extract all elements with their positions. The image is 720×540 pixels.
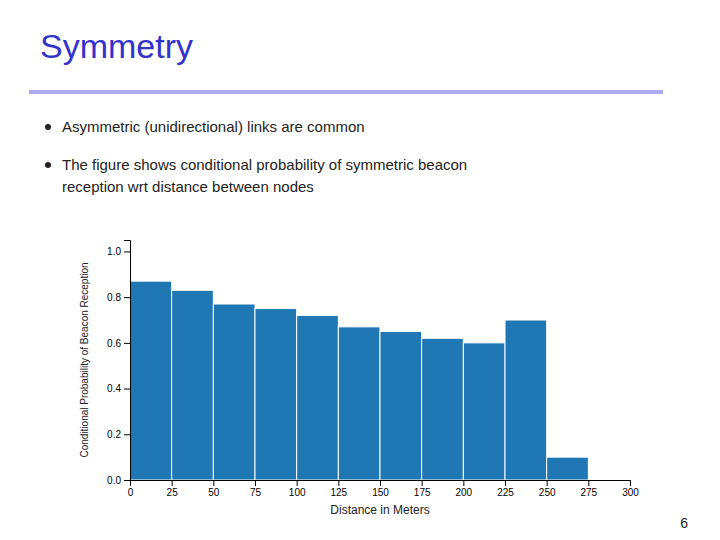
tick-label: 225 bbox=[497, 487, 514, 498]
tick-mark bbox=[547, 480, 548, 486]
tick-mark bbox=[124, 251, 130, 252]
tick-mark bbox=[297, 480, 298, 486]
tick-label: 75 bbox=[250, 487, 262, 498]
tick: 1.0 bbox=[107, 246, 130, 257]
tick: 150 bbox=[372, 480, 389, 498]
tick-label: 275 bbox=[580, 487, 597, 498]
bullet bbox=[45, 124, 51, 130]
annotation: reception wrt distance between nodes bbox=[62, 178, 314, 195]
tick-mark bbox=[213, 480, 214, 486]
annotation: The figure shows conditional probability… bbox=[62, 156, 467, 173]
tick-mark bbox=[255, 480, 256, 486]
tick-mark bbox=[630, 480, 631, 486]
title: Symmetry bbox=[40, 27, 193, 65]
tick: 25 bbox=[167, 480, 179, 498]
tick: 0.0 bbox=[107, 475, 130, 486]
tick: 250 bbox=[539, 480, 556, 498]
tick: 0.6 bbox=[107, 338, 130, 349]
bar bbox=[505, 320, 547, 480]
y-axis-title: Conditional Probability of Beacon Recept… bbox=[79, 262, 90, 457]
tick-label: 25 bbox=[167, 487, 179, 498]
tick: 225 bbox=[497, 480, 514, 498]
bars bbox=[130, 281, 588, 480]
bullet bbox=[45, 162, 51, 168]
tick: 0.4 bbox=[107, 383, 130, 394]
tick-mark bbox=[338, 480, 339, 486]
tick-mark bbox=[463, 480, 464, 486]
tick-mark bbox=[124, 343, 130, 344]
bar bbox=[338, 327, 380, 480]
tick: 50 bbox=[208, 480, 220, 498]
tick: 125 bbox=[330, 480, 347, 498]
bar bbox=[297, 315, 339, 480]
tick-mark bbox=[588, 480, 589, 486]
axis-line bbox=[124, 241, 131, 481]
tick-label: 100 bbox=[289, 487, 306, 498]
annotation: Asymmetric (unidirectional) links are co… bbox=[62, 118, 365, 135]
tick: 0.2 bbox=[107, 429, 130, 440]
tick-label: 0.8 bbox=[107, 292, 121, 303]
tick: 200 bbox=[455, 480, 472, 498]
tick-mark bbox=[422, 480, 423, 486]
tick-mark bbox=[380, 480, 381, 486]
bar bbox=[463, 343, 505, 480]
bar bbox=[547, 457, 589, 480]
bar bbox=[213, 304, 255, 480]
tick: 275 bbox=[580, 480, 597, 498]
page: Symmetry Asymmetric (unidirectional) link… bbox=[0, 0, 720, 540]
y-axis: 0.0 0.2 0.4 0.6 0.8 1.0 bbox=[107, 241, 130, 486]
tick-mark bbox=[172, 480, 173, 486]
tick-mark bbox=[124, 389, 130, 390]
page-number: 6 bbox=[680, 515, 688, 531]
tick: 75 bbox=[250, 480, 262, 498]
bar bbox=[172, 290, 214, 480]
tick-label: 200 bbox=[455, 487, 472, 498]
bar bbox=[130, 281, 172, 480]
x-axis: 0 25 50 75 100 125 150 175 200 225 250 275 300 bbox=[128, 480, 640, 498]
tick-mark bbox=[124, 434, 130, 435]
bar bbox=[380, 331, 422, 480]
tick-label: 0 bbox=[128, 487, 134, 498]
tick: 300 bbox=[622, 480, 639, 498]
tick-mark bbox=[505, 480, 506, 486]
tick-label: 0.2 bbox=[107, 429, 121, 440]
tick-label: 0.0 bbox=[107, 475, 121, 486]
axis-line bbox=[131, 481, 631, 487]
tick-label: 50 bbox=[208, 487, 220, 498]
divider bbox=[29, 90, 663, 94]
tick: 0.8 bbox=[107, 292, 130, 303]
tick-label: 300 bbox=[622, 487, 639, 498]
x-axis-title: Distance in Meters bbox=[330, 503, 429, 517]
tick-label: 0.4 bbox=[107, 383, 121, 394]
tick: 0 bbox=[128, 480, 134, 498]
tick-mark bbox=[124, 297, 130, 298]
tick-label: 0.6 bbox=[107, 338, 121, 349]
tick-label: 125 bbox=[330, 487, 347, 498]
tick-label: 175 bbox=[414, 487, 431, 498]
tick-label: 1.0 bbox=[107, 246, 121, 257]
bar bbox=[422, 338, 464, 480]
tick-mark bbox=[124, 480, 130, 481]
tick-label: 250 bbox=[539, 487, 556, 498]
tick: 100 bbox=[289, 480, 306, 498]
tick-label: 150 bbox=[372, 487, 389, 498]
bar bbox=[255, 309, 297, 480]
tick: 175 bbox=[414, 480, 431, 498]
